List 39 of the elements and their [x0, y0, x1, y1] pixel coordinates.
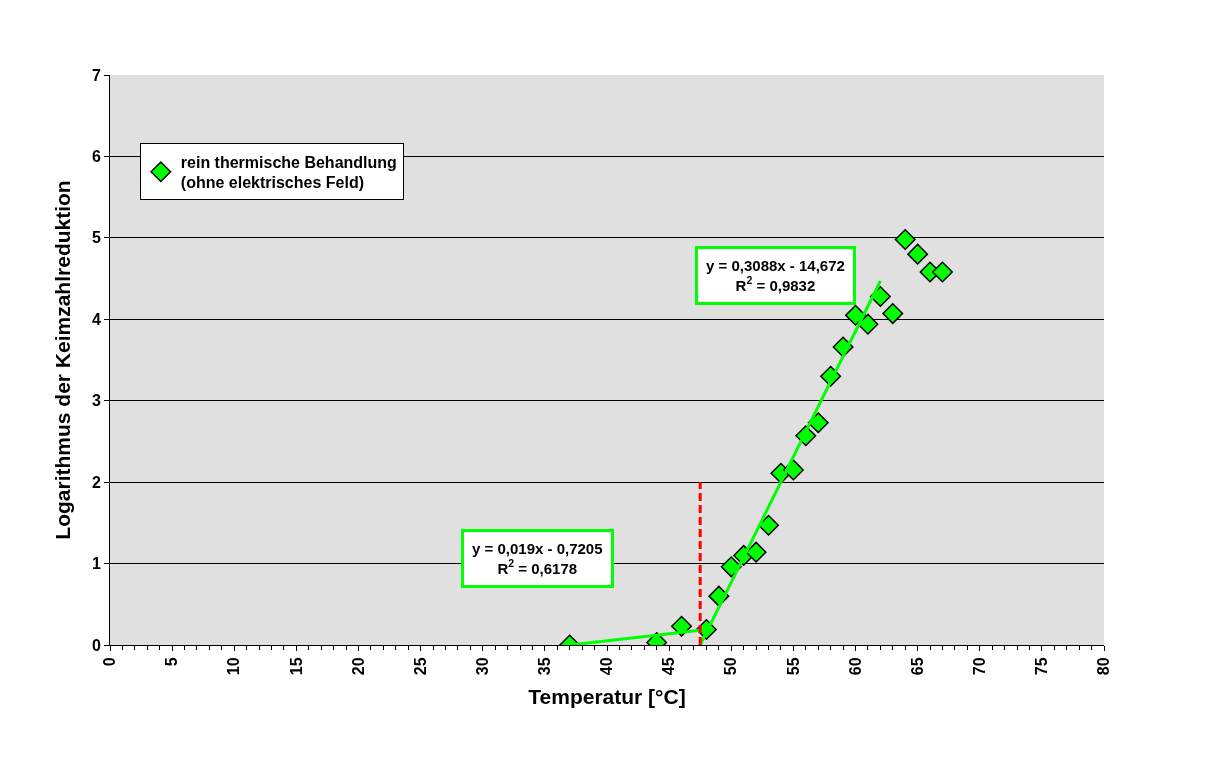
x-tick-label: 65	[908, 657, 926, 676]
x-tick-label: 25	[411, 657, 429, 676]
x-tick-label: 75	[1033, 657, 1051, 676]
x-tick-label: 15	[287, 657, 305, 676]
point	[845, 304, 866, 326]
x-axis-title: Temperatur [°C]	[528, 685, 686, 709]
x-tick-label: 60	[846, 657, 864, 676]
x-tick-label: 55	[784, 657, 802, 676]
point	[857, 313, 879, 335]
x-tick-label: 80	[1095, 657, 1113, 676]
y-tick-label: 5	[91, 229, 101, 247]
x-tick-label: 40	[598, 657, 616, 676]
annotation: y = 0,3088x - 14,672 R$^{2}$ = 0,9832	[706, 257, 845, 294]
y-tick-label: 3	[91, 392, 101, 410]
y-tick-label: 6	[91, 148, 101, 166]
x-tick-label: 0	[101, 657, 119, 667]
y-tick-label: 7	[91, 66, 101, 84]
point	[882, 303, 904, 325]
x-tick-label: 50	[722, 657, 740, 676]
point	[931, 261, 953, 283]
legend-label: rein thermische Behandlung (ohne elektrisches Feld)	[180, 153, 397, 192]
y-tick-label: 2	[91, 473, 101, 491]
x-tick-label: 30	[473, 657, 491, 676]
point	[907, 243, 929, 265]
x-tick-label: 20	[349, 657, 367, 676]
y-tick-label: 1	[91, 555, 101, 573]
annotation: y = 0,019x - 0,7205 R$^{2}$ = 0,6178	[472, 540, 603, 577]
y-tick-label: 4	[91, 310, 101, 328]
point	[745, 541, 767, 563]
y-tick-label: 0	[91, 636, 101, 654]
x-tick-label: 35	[536, 657, 554, 676]
point	[758, 514, 780, 536]
x-tick-label: 5	[163, 657, 181, 667]
point	[894, 228, 916, 250]
x-tick-label: 70	[970, 657, 988, 676]
point	[807, 412, 829, 434]
x-tick-label: 10	[225, 657, 243, 676]
x-tick-label: 45	[660, 657, 678, 676]
y-axis-title: Logarithmus der Keimzahlreduktion	[51, 180, 75, 540]
